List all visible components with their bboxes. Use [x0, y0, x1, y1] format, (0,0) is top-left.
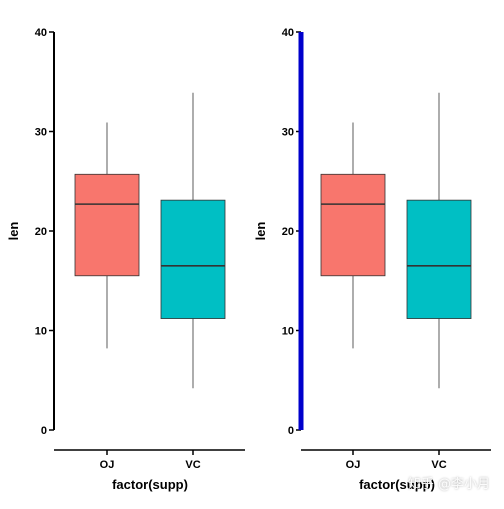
panel-1-y-tick-label: 20 — [35, 226, 47, 238]
panel-2-y-tick-label: 20 — [282, 226, 294, 238]
panel-2-x-axis-title: factor(supp) — [359, 477, 435, 492]
panel-1-vc-box — [160, 199, 226, 319]
watermark-text: 知乎 @李小月 — [407, 477, 490, 492]
panel-2-y-tick-label: 0 — [288, 425, 294, 437]
panel-1-oj-box — [74, 173, 140, 277]
panel-2-y-axis-title: len — [253, 222, 268, 241]
panel-2-x-tick-label: VC — [431, 459, 446, 471]
panel-1-y-axis-title: len — [6, 222, 21, 241]
panel-2-oj-box — [320, 173, 386, 277]
panel-1-y-tick-label: 30 — [35, 127, 47, 139]
panel-2-x-tick-label: OJ — [346, 459, 361, 471]
panel-1-y-tick-label: 0 — [41, 425, 47, 437]
panel-2-y-tick-label: 40 — [282, 27, 294, 39]
panel-1-x-tick-label: OJ — [100, 459, 115, 471]
panel-1-y-tick-label: 10 — [35, 326, 47, 338]
panel-1-x-tick-label: VC — [185, 459, 200, 471]
panel-2-vc-box — [406, 199, 472, 319]
panel-1-x-axis-title: factor(supp) — [112, 477, 188, 492]
panel-2-y-tick-label: 10 — [282, 326, 294, 338]
panel-2-y-tick-label: 30 — [282, 127, 294, 139]
panel-1-y-tick-label: 40 — [35, 27, 47, 39]
